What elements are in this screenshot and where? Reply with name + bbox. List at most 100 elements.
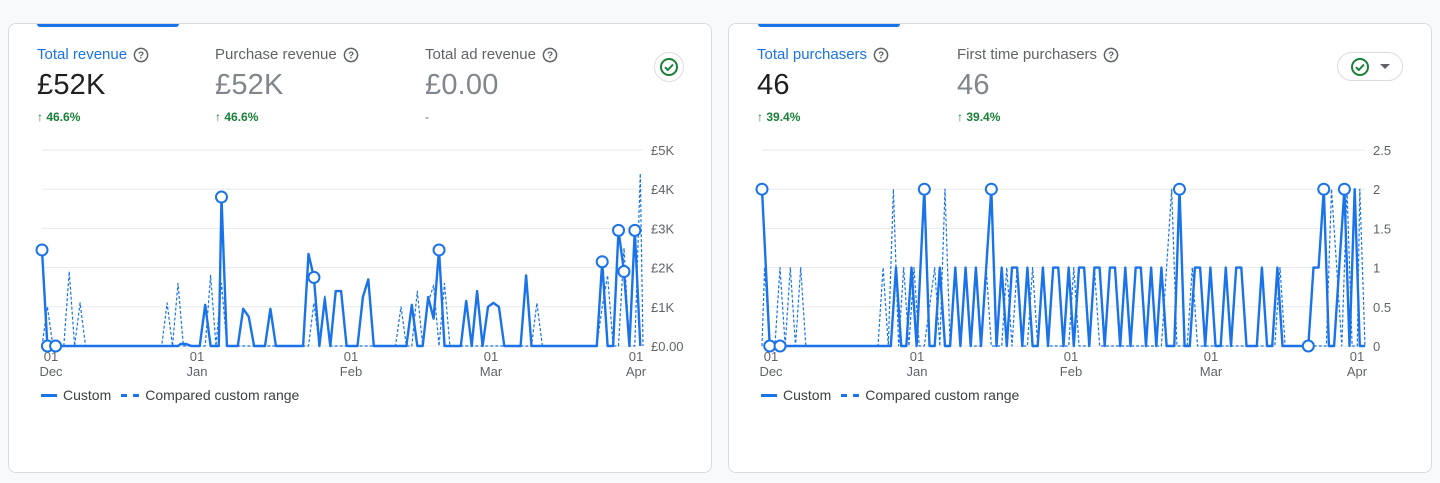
x-tick-label: 01 bbox=[629, 349, 643, 364]
legend-label: Compared custom range bbox=[145, 387, 300, 403]
help-icon[interactable]: ? bbox=[343, 47, 359, 63]
legend-item-compared[interactable]: Compared custom range bbox=[121, 387, 299, 403]
data-point-marker bbox=[1337, 182, 1351, 196]
total-purchasers-card: Total purchasers ? 46 ↑ 39.4% First time… bbox=[728, 23, 1432, 473]
metric-tab-total-revenue[interactable]: Total revenue ? £52K ↑ 46.6% bbox=[37, 46, 149, 124]
metric-label: First time purchasers bbox=[957, 46, 1098, 63]
metric-tab-first-time-purchasers[interactable]: First time purchasers ? 46 ↑ 39.4% bbox=[957, 46, 1119, 124]
check-status-button[interactable] bbox=[654, 52, 684, 82]
x-tick-label: Apr bbox=[626, 364, 647, 379]
metric-label: Total ad revenue bbox=[425, 46, 536, 63]
total-revenue-card: Total revenue ? £52K ↑ 46.6% Purchase re… bbox=[8, 23, 712, 473]
metric-change: ↑ 39.4% bbox=[957, 110, 1001, 124]
arrow-up-icon: ↑ bbox=[37, 110, 43, 124]
series-line-custom bbox=[760, 188, 1365, 348]
y-tick-label: £3K bbox=[651, 221, 674, 236]
svg-text:?: ? bbox=[547, 50, 553, 61]
metric-label: Total purchasers bbox=[757, 46, 868, 63]
metric-tab-purchase-revenue[interactable]: Purchase revenue ? £52K ↑ 46.6% bbox=[215, 46, 359, 124]
legend-item-custom[interactable]: Custom bbox=[41, 387, 111, 403]
x-tick-label: Apr bbox=[1347, 364, 1368, 379]
data-point-marker bbox=[773, 339, 787, 353]
help-icon[interactable]: ? bbox=[133, 47, 149, 63]
metric-change: - bbox=[425, 110, 429, 124]
metric-value: £52K bbox=[215, 69, 284, 101]
check-status-dropdown[interactable] bbox=[1337, 52, 1403, 81]
check-circle-icon bbox=[660, 58, 678, 76]
data-point-marker bbox=[628, 223, 642, 237]
metric-tab-total-ad-revenue[interactable]: Total ad revenue ? £0.00 - bbox=[425, 46, 558, 124]
arrow-up-icon: ↑ bbox=[957, 110, 963, 124]
metric-label: Purchase revenue bbox=[215, 46, 337, 63]
y-tick-label: 0 bbox=[1373, 339, 1380, 354]
x-tick-label: 01 bbox=[1204, 349, 1218, 364]
metric-value: £0.00 bbox=[425, 69, 499, 101]
x-tick-label: Mar bbox=[480, 364, 503, 379]
data-point-marker bbox=[617, 265, 631, 279]
metric-tab-total-purchasers[interactable]: Total purchasers ? 46 ↑ 39.4% bbox=[757, 46, 889, 124]
active-tab-indicator bbox=[37, 24, 179, 27]
data-point-marker bbox=[755, 182, 769, 196]
data-point-marker bbox=[612, 223, 626, 237]
data-point-marker bbox=[917, 182, 931, 196]
metric-value: 46 bbox=[957, 69, 990, 101]
y-tick-label: £2K bbox=[651, 261, 674, 276]
data-point-marker bbox=[307, 270, 321, 284]
x-tick-label: Jan bbox=[187, 364, 208, 379]
legend-item-custom[interactable]: Custom bbox=[761, 387, 831, 403]
legend-label: Custom bbox=[63, 387, 112, 403]
help-icon[interactable]: ? bbox=[873, 47, 889, 63]
y-tick-label: £5K bbox=[651, 143, 674, 158]
revenue-line-chart: £0.00£1K£2K£3K£4K£5K01Dec01Jan01Feb01Mar… bbox=[35, 143, 684, 379]
x-tick-label: Dec bbox=[759, 364, 783, 379]
series-line-custom bbox=[40, 195, 642, 348]
y-tick-label: £4K bbox=[651, 182, 674, 197]
legend-solid-swatch bbox=[761, 393, 777, 397]
metric-change: ↑ 39.4% bbox=[757, 110, 801, 124]
metric-value: £52K bbox=[37, 69, 106, 101]
data-point-marker bbox=[1317, 182, 1331, 196]
x-tick-label: Dec bbox=[39, 364, 63, 379]
data-point-marker bbox=[214, 190, 228, 204]
legend-label: Custom bbox=[783, 387, 832, 403]
data-point-marker bbox=[595, 255, 609, 269]
legend-item-compared[interactable]: Compared custom range bbox=[841, 387, 1019, 403]
data-point-marker bbox=[35, 243, 49, 257]
metric-value: 46 bbox=[757, 69, 790, 101]
x-tick-label: 01 bbox=[44, 349, 58, 364]
y-tick-label: 1 bbox=[1373, 261, 1380, 276]
x-tick-label: 01 bbox=[484, 349, 498, 364]
data-point-marker bbox=[1301, 339, 1315, 353]
caret-down-icon bbox=[1380, 63, 1390, 69]
x-tick-label: 01 bbox=[1064, 349, 1078, 364]
x-tick-label: 01 bbox=[344, 349, 358, 364]
y-tick-label: 2.5 bbox=[1373, 143, 1391, 158]
svg-text:?: ? bbox=[138, 50, 144, 61]
metric-change: ↑ 46.6% bbox=[215, 110, 259, 124]
chart-legend: Custom Compared custom range bbox=[41, 387, 299, 403]
chart-legend: Custom Compared custom range bbox=[761, 387, 1019, 403]
y-tick-label: 2 bbox=[1373, 182, 1380, 197]
data-point-marker bbox=[984, 182, 998, 196]
check-circle-icon bbox=[1351, 57, 1369, 76]
metric-label: Total revenue bbox=[37, 46, 128, 63]
x-tick-label: Mar bbox=[1200, 364, 1223, 379]
y-tick-label: £0.00 bbox=[651, 339, 684, 354]
help-icon[interactable]: ? bbox=[542, 47, 558, 63]
data-point-marker bbox=[1172, 182, 1186, 196]
data-point-marker bbox=[49, 339, 63, 353]
y-tick-label: 1.5 bbox=[1373, 221, 1391, 236]
active-tab-indicator bbox=[758, 24, 900, 27]
help-icon[interactable]: ? bbox=[1103, 47, 1119, 63]
x-tick-label: 01 bbox=[190, 349, 204, 364]
legend-dashed-swatch bbox=[841, 393, 860, 397]
legend-solid-swatch bbox=[41, 393, 57, 397]
arrow-up-icon: ↑ bbox=[215, 110, 221, 124]
arrow-up-icon: ↑ bbox=[757, 110, 763, 124]
x-tick-label: 01 bbox=[910, 349, 924, 364]
series-line-compared bbox=[41, 172, 644, 347]
svg-text:?: ? bbox=[348, 50, 354, 61]
x-tick-label: Feb bbox=[1060, 364, 1082, 379]
metric-change: ↑ 46.6% bbox=[37, 110, 81, 124]
